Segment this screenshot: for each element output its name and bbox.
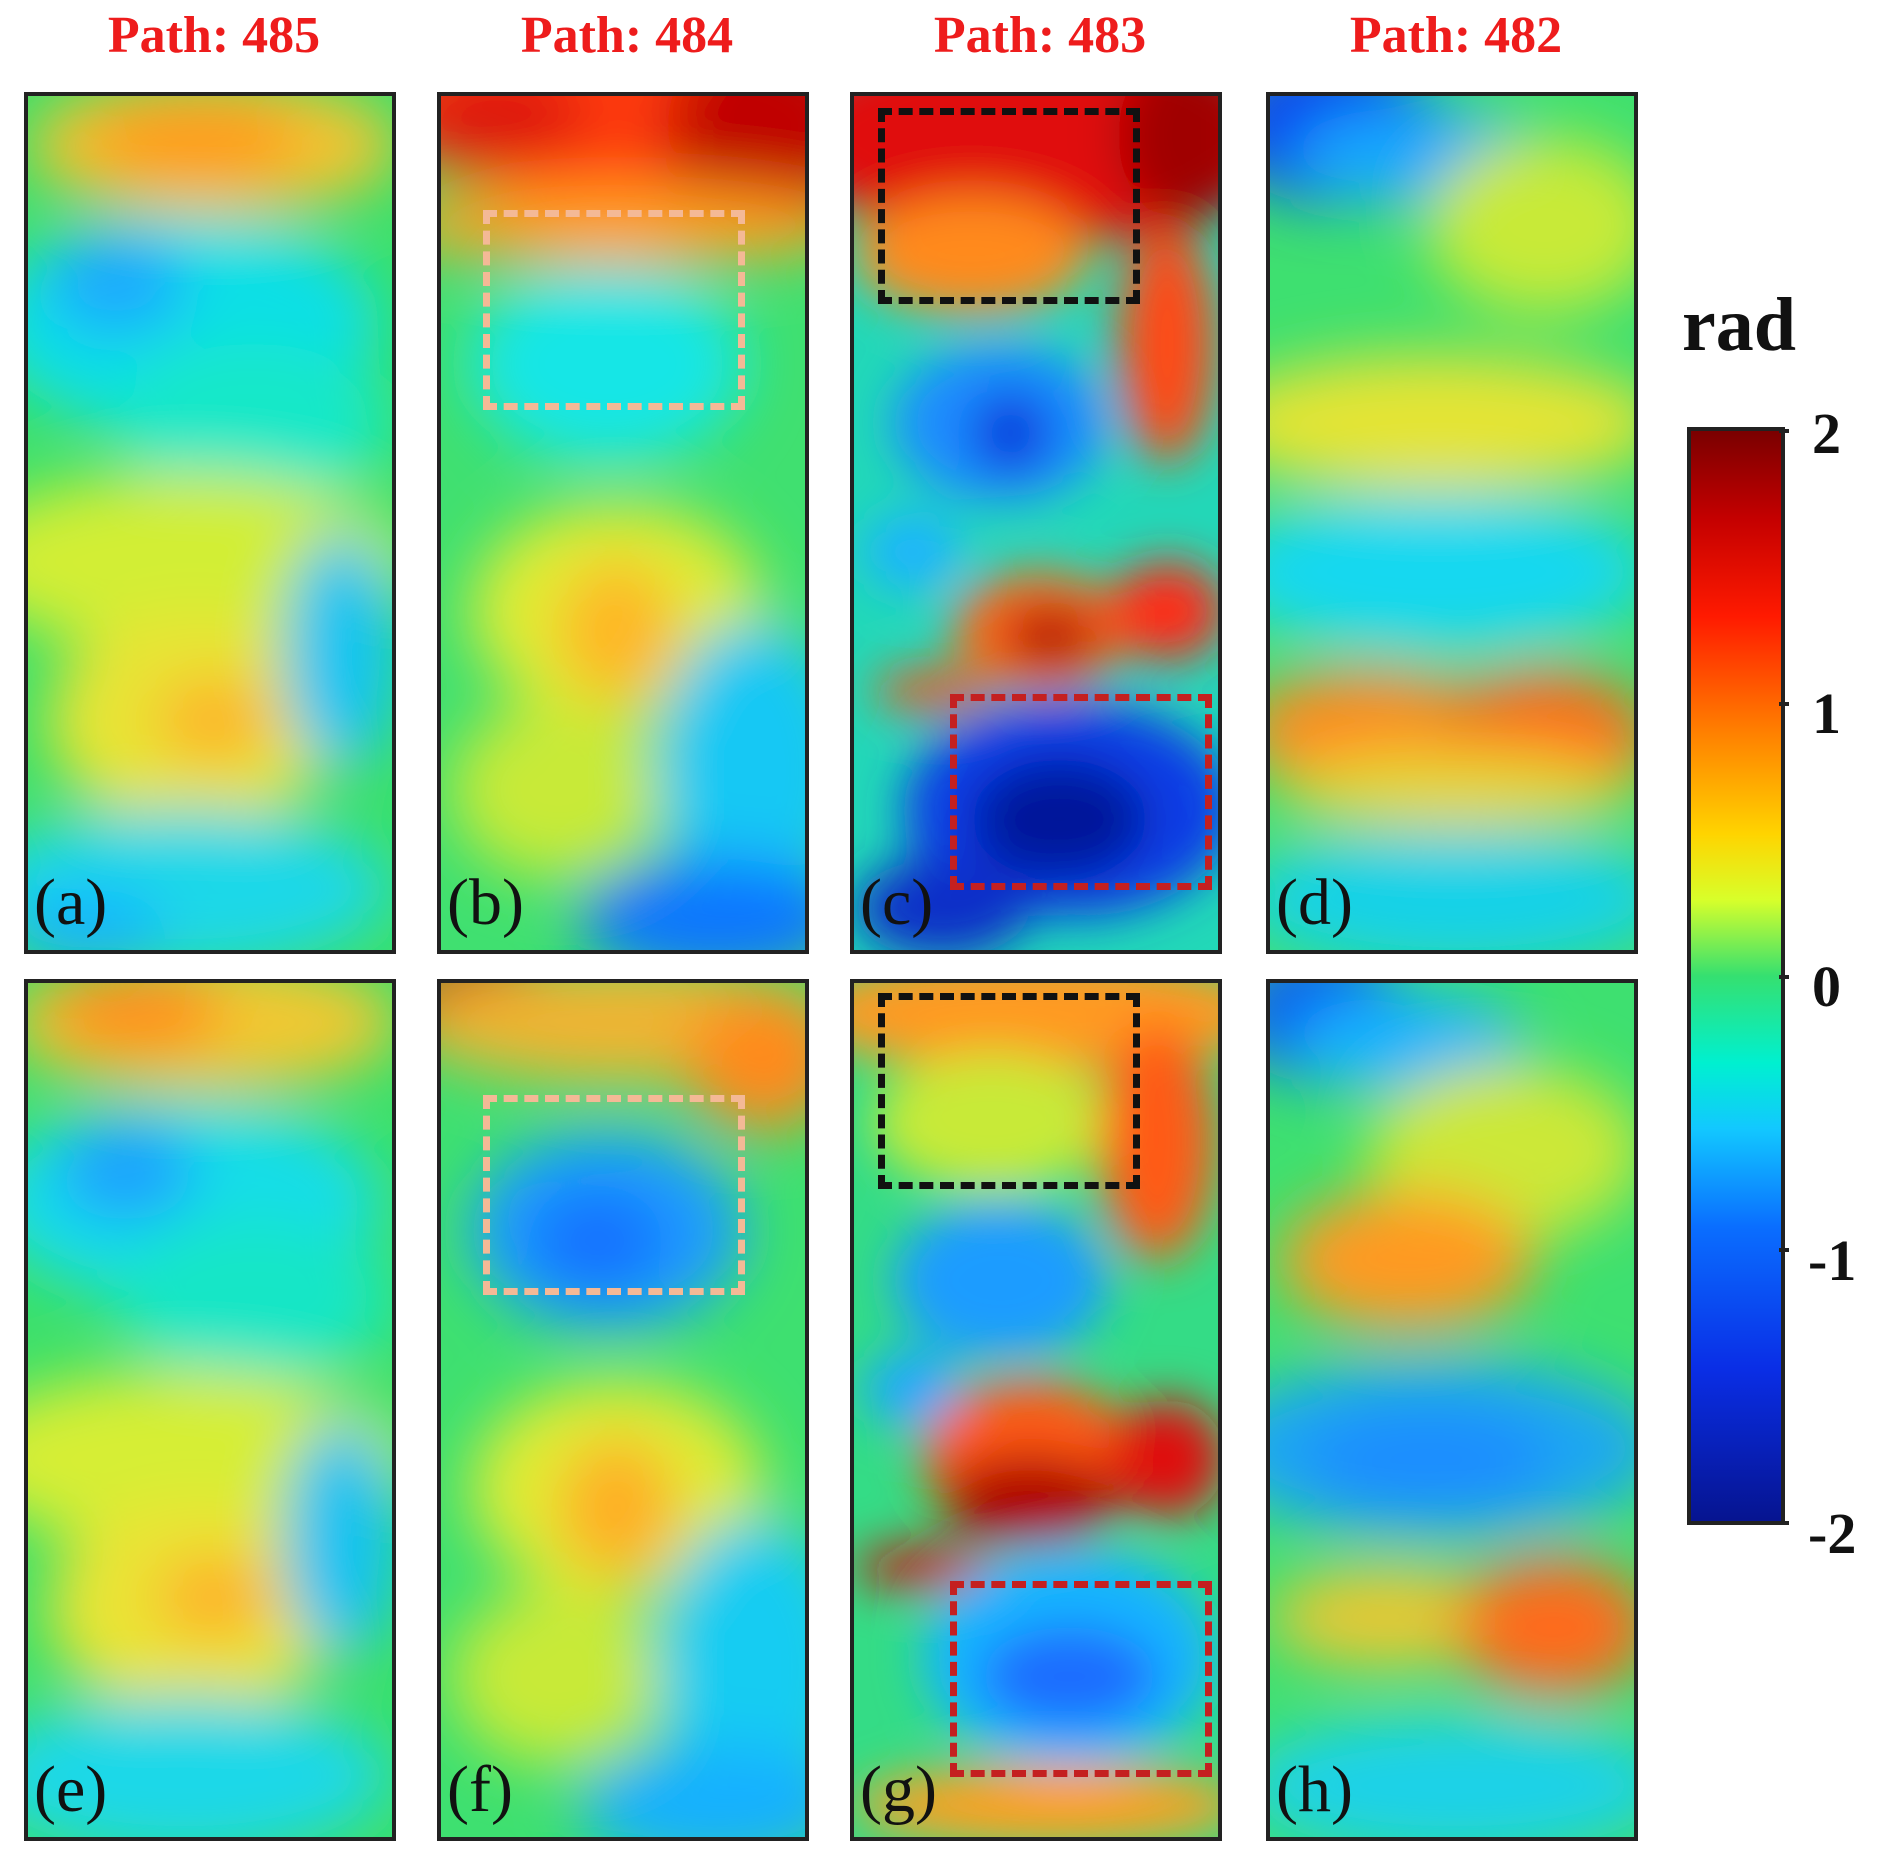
- roi-box-peach-f: [483, 1095, 745, 1295]
- column-title-path-483: Path: 483: [933, 7, 1147, 64]
- column-title-path-484: Path: 484: [520, 7, 734, 64]
- colorbar-tick: [1779, 1521, 1789, 1525]
- colorbar-tick-label-0: 0: [1812, 954, 1841, 1019]
- phase-field-c: [854, 96, 1218, 950]
- panel-label-c: (c): [860, 866, 934, 939]
- phase-panel-a: (a): [24, 92, 396, 954]
- panel-label-e: (e): [34, 1753, 108, 1826]
- roi-box-red-c: [950, 694, 1212, 890]
- phase-panel-c: (c): [850, 92, 1222, 954]
- panel-label-g: (g): [860, 1753, 937, 1826]
- roi-box-peach-b: [483, 210, 745, 410]
- column-title-path-485: Path: 485: [107, 7, 321, 64]
- phase-panel-e: (e): [24, 979, 396, 1841]
- phase-field-d: [1270, 96, 1634, 950]
- colorbar-tick-label-neg1: -1: [1808, 1228, 1857, 1293]
- colorbar-tick-label-neg2: -2: [1808, 1501, 1857, 1566]
- phase-field-h: [1270, 983, 1634, 1837]
- colorbar: [1687, 427, 1785, 1525]
- panel-label-d: (d): [1276, 866, 1353, 939]
- panel-label-f: (f): [447, 1753, 513, 1826]
- phase-field-b: [441, 96, 805, 950]
- panel-label-b: (b): [447, 866, 524, 939]
- phase-panel-b: (b): [437, 92, 809, 954]
- column-title-path-482: Path: 482: [1349, 7, 1563, 64]
- roi-box-black-g: [878, 993, 1140, 1189]
- phase-panel-h: (h): [1266, 979, 1638, 1841]
- panel-label-a: (a): [34, 866, 108, 939]
- colorbar-tick-label-1: 1: [1812, 681, 1841, 746]
- phase-field-a: [28, 96, 392, 950]
- colorbar-tick-label-2: 2: [1812, 401, 1841, 466]
- phase-panel-f: (f): [437, 979, 809, 1841]
- phase-field-g: [854, 983, 1218, 1837]
- phase-field-e: [28, 983, 392, 1837]
- roi-box-black-c: [878, 108, 1140, 304]
- roi-box-red-g: [950, 1581, 1212, 1777]
- colorbar-unit-label: rad: [1682, 283, 1796, 367]
- colorbar-tick: [1779, 702, 1789, 706]
- colorbar-tick: [1779, 975, 1789, 979]
- phase-panel-g: (g): [850, 979, 1222, 1841]
- phase-panel-d: (d): [1266, 92, 1638, 954]
- panel-label-h: (h): [1276, 1753, 1353, 1826]
- colorbar-tick: [1779, 1248, 1789, 1252]
- colorbar-tick: [1779, 429, 1789, 433]
